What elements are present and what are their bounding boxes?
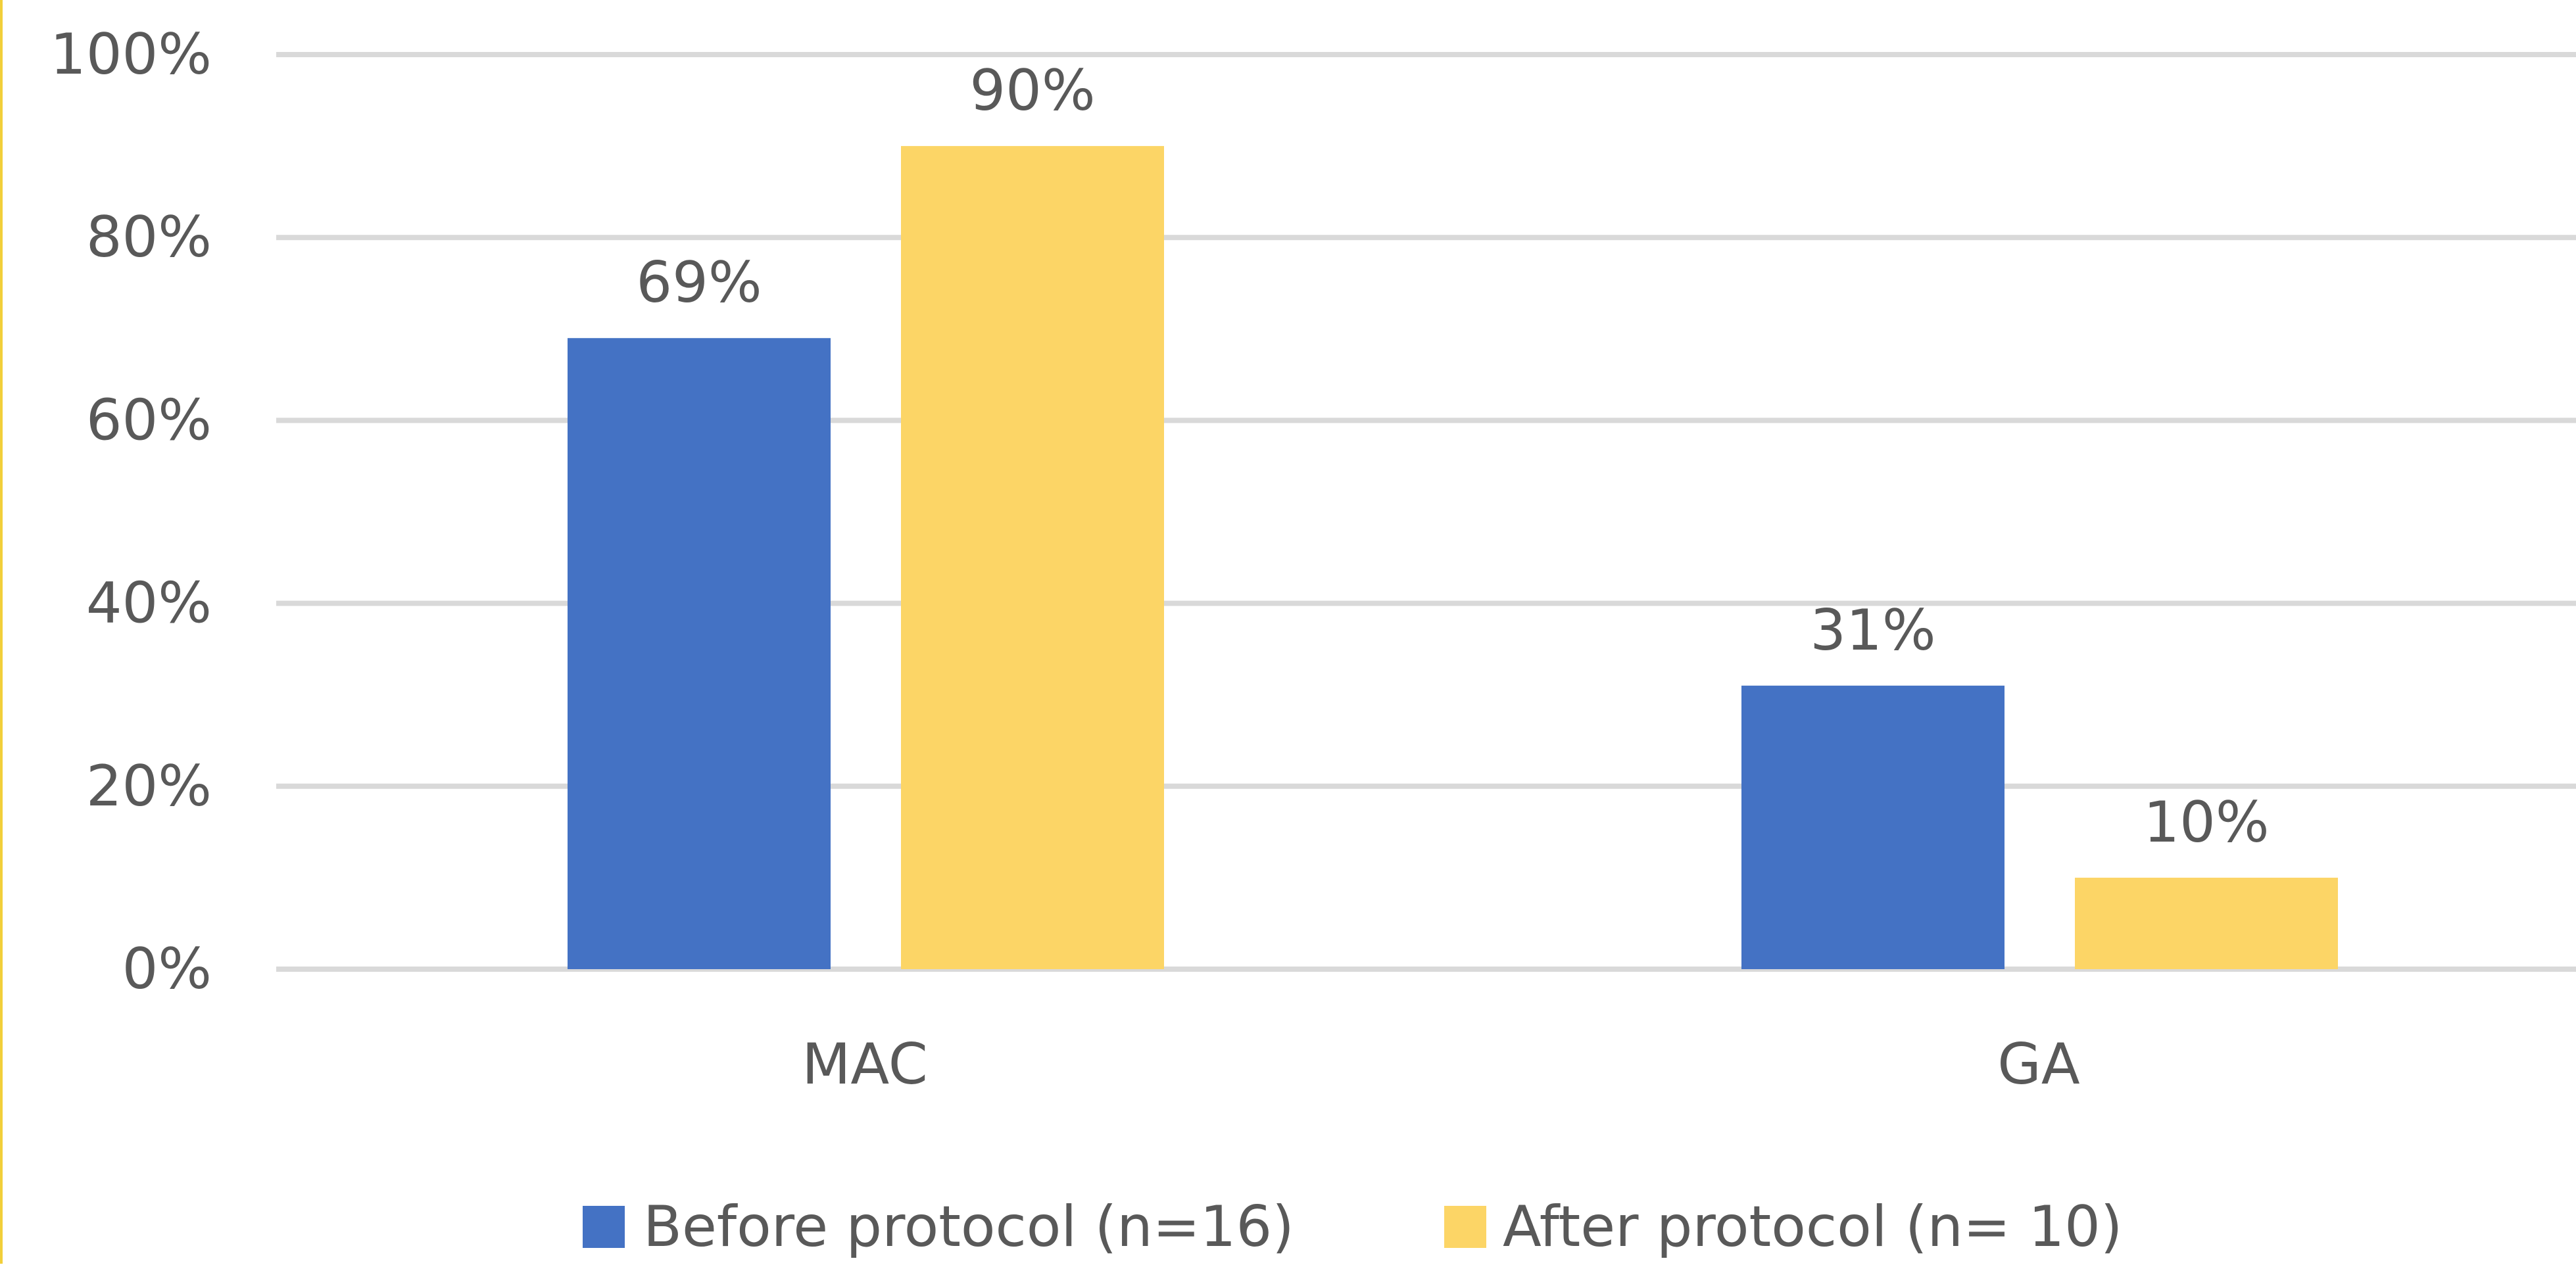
data-label: 69% <box>636 250 762 316</box>
bar <box>2075 877 2338 969</box>
bar <box>568 338 831 969</box>
data-labels: 69% 31% 90% 10% <box>636 58 2269 855</box>
legend-swatch <box>583 1206 625 1248</box>
y-tick-label: 20% <box>86 753 212 819</box>
y-axis-tick-labels: 0% 20% 40% 60% 80% 100% <box>50 22 212 1002</box>
y-tick-label: 40% <box>86 571 212 636</box>
y-tick-label: 0% <box>122 936 212 1002</box>
bar <box>1741 685 2005 969</box>
legend-label: After protocol (n= 10) <box>1503 1194 2122 1260</box>
left-border-accent <box>0 0 3 1264</box>
bars <box>568 146 2338 970</box>
legend-swatch <box>1444 1206 1486 1248</box>
y-tick-label: 80% <box>86 204 212 270</box>
data-label: 10% <box>2143 790 2269 855</box>
data-label: 90% <box>969 58 1095 124</box>
legend: Before protocol (n=16) After protocol (n=… <box>583 1194 2122 1260</box>
x-axis-tick-labels: MAC GA <box>802 1032 2080 1097</box>
y-tick-label: 60% <box>86 387 212 453</box>
legend-label: Before protocol (n=16) <box>643 1194 1294 1260</box>
y-tick-label: 100% <box>50 22 212 87</box>
x-tick-label: MAC <box>802 1032 928 1097</box>
bar <box>901 146 1164 970</box>
x-tick-label: GA <box>1997 1032 2080 1097</box>
data-label: 31% <box>1810 598 1935 663</box>
